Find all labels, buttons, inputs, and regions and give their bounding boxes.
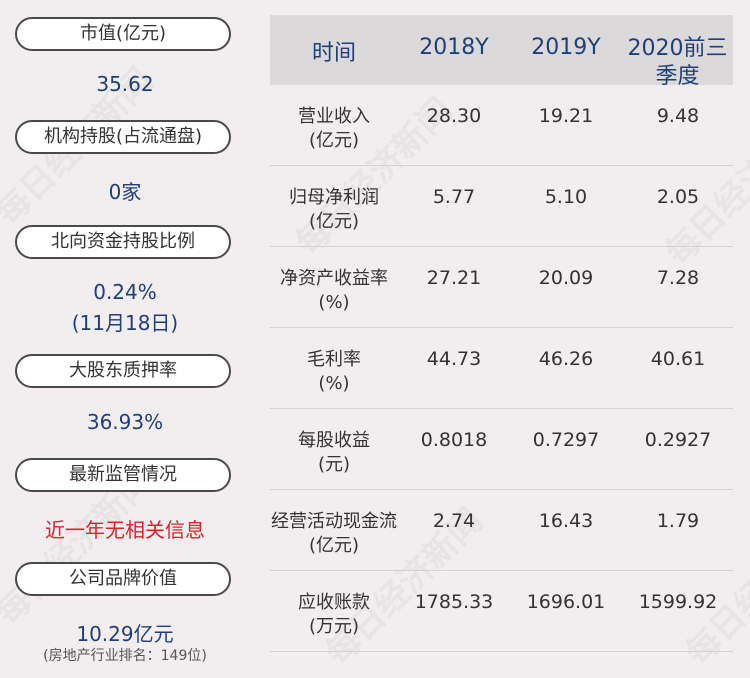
table-row: 营业收入 (亿元) 28.30 19.21 9.48	[270, 85, 733, 166]
summary-panel: 市值(亿元) 35.62 机构持股(占流通盘) 0家 北向资金持股比例 0.24…	[0, 0, 250, 678]
cell-2019: 0.7297	[532, 429, 600, 451]
cell-2019: 20.09	[538, 267, 594, 289]
cell-2018: 44.73	[426, 348, 482, 370]
northbound-date: (11月18日)	[71, 311, 179, 335]
cell-2019: 19.21	[538, 105, 594, 127]
cell-2018: 0.8018	[420, 429, 488, 451]
cell-2020: 0.2927	[644, 429, 712, 451]
header-period: 时间	[311, 41, 356, 66]
cell-2018: 27.21	[426, 267, 482, 289]
row-label: 净资产收益率 (%)	[280, 268, 388, 313]
row-label: 营业收入 (亿元)	[298, 106, 370, 151]
cell-2019: 46.26	[538, 348, 594, 370]
northbound-label: 北向资金持股比例	[15, 225, 231, 259]
row-label: 毛利率 (%)	[307, 349, 361, 394]
regulation-value: 近一年无相关信息	[45, 518, 205, 542]
cell-2020: 2.05	[656, 186, 700, 208]
header-2019: 2019Y	[531, 35, 601, 60]
cell-2019: 16.43	[538, 510, 594, 532]
cell-2019: 1696.01	[526, 591, 606, 613]
cell-2018: 5.77	[432, 186, 476, 208]
header-2020q3: 2020前三季度	[627, 36, 728, 89]
table-row: 净资产收益率 (%) 27.21 20.09 7.28	[270, 247, 733, 328]
financial-table: 时间 2018Y 2019Y 2020前三季度 营业收入 (亿元) 28.30 1…	[270, 15, 733, 652]
northbound-value: 0.24%	[93, 280, 157, 304]
brand-rank: (房地产行业排名：149位)	[43, 648, 207, 664]
brand-value: 10.29亿元	[76, 622, 174, 646]
row-label: 归母净利润 (亿元)	[289, 187, 379, 232]
cell-2020: 7.28	[656, 267, 700, 289]
market-cap-value: 35.62	[96, 72, 154, 96]
brand-label: 公司品牌价值	[15, 562, 231, 596]
table-row: 每股收益 (元) 0.8018 0.7297 0.2927	[270, 409, 733, 490]
cell-2018: 2.74	[432, 510, 476, 532]
table-header: 时间 2018Y 2019Y 2020前三季度	[270, 15, 733, 89]
row-label: 经营活动现金流 (亿元)	[271, 511, 397, 556]
institution-label: 机构持股(占流通盘)	[15, 120, 231, 154]
cell-2020: 40.61	[650, 348, 706, 370]
table-row: 经营活动现金流 (亿元) 2.74 16.43 1.79	[270, 490, 733, 571]
cell-2020: 9.48	[656, 105, 700, 127]
cell-2018: 28.30	[426, 105, 482, 127]
row-label: 应收账款 (万元)	[298, 592, 370, 637]
regulation-label: 最新监管情况	[15, 458, 231, 492]
market-cap-label: 市值(亿元)	[15, 17, 231, 51]
pledge-label: 大股东质押率	[15, 354, 231, 388]
cell-2019: 5.10	[544, 186, 588, 208]
header-2018: 2018Y	[419, 35, 489, 60]
cell-2020: 1.79	[656, 510, 700, 532]
row-label: 每股收益 (元)	[298, 430, 370, 475]
pledge-value: 36.93%	[86, 410, 164, 434]
cell-2018: 1785.33	[414, 591, 494, 613]
table-row: 毛利率 (%) 44.73 46.26 40.61	[270, 328, 733, 409]
institution-value: 0家	[108, 180, 142, 204]
table-row: 应收账款 (万元) 1785.33 1696.01 1599.92	[270, 571, 733, 652]
table-row: 归母净利润 (亿元) 5.77 5.10 2.05	[270, 166, 733, 247]
cell-2020: 1599.92	[638, 591, 718, 613]
